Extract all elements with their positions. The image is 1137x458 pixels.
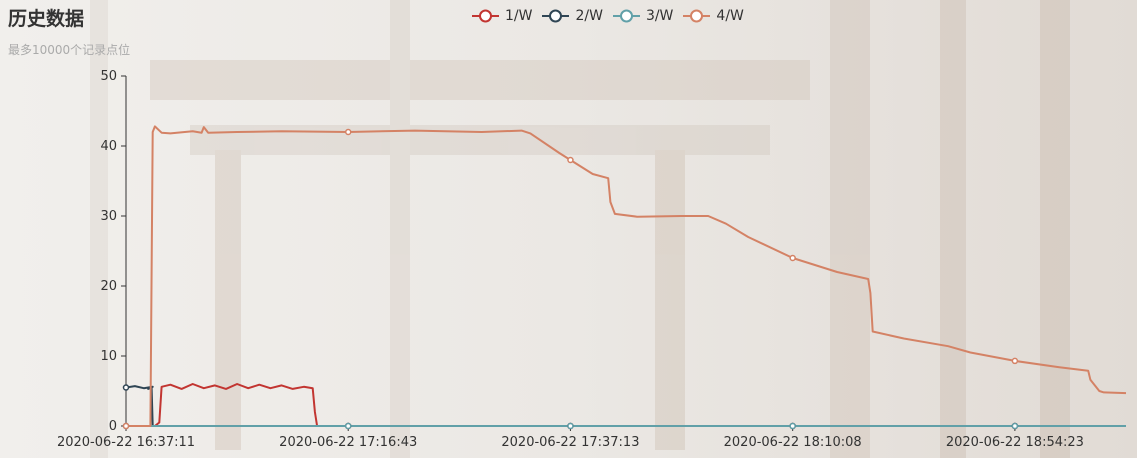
legend-item-3w[interactable]: 3/W [612, 8, 674, 24]
series-point-4[interactable] [789, 254, 796, 262]
legend-marker-1w [472, 9, 499, 23]
chart-title: 历史数据 [8, 8, 85, 30]
series-line-4[interactable] [126, 125, 1127, 427]
x-tick-label: 2020-06-22 17:16:43 [279, 435, 417, 450]
x-tick-label: 2020-06-22 17:37:13 [501, 435, 639, 450]
legend-item-1w[interactable]: 1/W [472, 8, 532, 24]
series-line-1[interactable] [126, 383, 1126, 427]
series-point-4[interactable] [122, 422, 130, 430]
chart-axes: 0 10 20 30 40 50 2020-06-22 16:37:11 2020-06-22… [57, 69, 1126, 450]
legend-marker-3w [612, 9, 640, 23]
series-point-2[interactable] [122, 384, 130, 391]
legend-marker-2w [542, 9, 570, 23]
x-tick-label: 2020-06-22 18:54:23 [946, 435, 1084, 450]
legend-label-4w: 4/W [716, 8, 744, 24]
series-line-2[interactable] [125, 385, 1126, 427]
series-point-4[interactable] [567, 156, 574, 164]
legend-label-1w: 1/W [505, 8, 533, 24]
y-tick-label: 0 [109, 419, 117, 434]
series-point-3[interactable] [789, 422, 796, 430]
legend-item-4w[interactable]: 4/W [683, 8, 744, 24]
y-tick-label: 40 [100, 139, 117, 154]
legend-marker-4w [683, 9, 711, 23]
chart-series [122, 125, 1127, 430]
y-tick-label: 20 [100, 279, 117, 294]
legend-label-3w: 3/W [645, 8, 674, 24]
series-point-3[interactable] [567, 422, 574, 430]
x-tick-label: 2020-06-22 16:37:11 [57, 435, 195, 450]
chart-legend: 1/W 2/W 3/W 4/W [472, 6, 744, 26]
series-point-3[interactable] [1011, 422, 1019, 430]
y-tick-label: 10 [100, 349, 117, 364]
x-tick-label: 2020-06-22 18:10:08 [724, 435, 862, 450]
legend-label-2w: 2/W [575, 8, 603, 24]
series-point-3[interactable] [344, 422, 352, 430]
chart-subtitle: 最多10000个记录点位 [8, 43, 131, 57]
legend-item-2w[interactable]: 2/W [542, 8, 603, 24]
series-point-4[interactable] [1011, 357, 1019, 365]
y-tick-label: 30 [100, 209, 117, 224]
series-point-4[interactable] [344, 128, 352, 136]
y-tick-label: 50 [100, 69, 117, 84]
